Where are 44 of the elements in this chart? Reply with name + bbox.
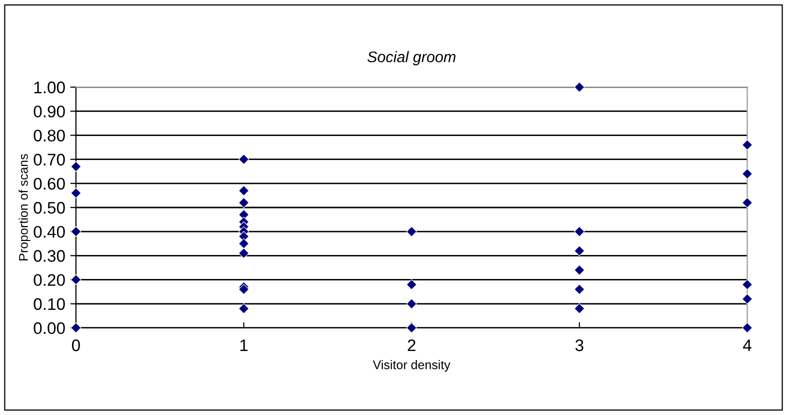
point: [574, 284, 585, 295]
point: [742, 279, 753, 290]
y-axis-title: Proportion of scans: [18, 154, 30, 260]
y-tick-label: 0.10: [34, 298, 65, 310]
point: [574, 264, 585, 276]
point: [406, 279, 417, 290]
point: [742, 140, 753, 150]
point: [238, 154, 250, 165]
y-tick-label: 0.60: [34, 178, 65, 190]
y-tick-label: 1.00: [34, 82, 65, 94]
point: [742, 168, 753, 180]
point: [70, 161, 82, 172]
x-tick-label: 3: [575, 339, 584, 352]
y-tick-label: 0.50: [34, 202, 65, 214]
point: [574, 226, 585, 237]
point: [238, 185, 250, 196]
point: [406, 226, 417, 237]
y-tick-label: 0.80: [34, 130, 65, 142]
point: [238, 303, 250, 314]
x-tick-label: 4: [743, 340, 752, 352]
x-axis-title: Visitor density: [372, 360, 450, 372]
point: [574, 303, 585, 314]
y-tick-label: 0.70: [34, 154, 65, 166]
y-tick-label: 0.30: [34, 250, 65, 262]
x-tick-label: 1: [240, 340, 248, 352]
point: [406, 298, 417, 310]
chart-title: Social groom: [367, 51, 456, 66]
point: [574, 82, 585, 92]
point: [238, 248, 250, 259]
x-tick-label: 0: [72, 339, 80, 352]
x-tick-label: 2: [408, 339, 416, 352]
y-tick-label: 0.90: [34, 106, 65, 118]
y-tick-label: 0.40: [34, 226, 65, 238]
point: [70, 188, 82, 198]
point: [574, 246, 585, 256]
point: [406, 322, 417, 334]
point: [238, 197, 250, 208]
point: [238, 238, 250, 249]
point: [238, 284, 250, 295]
y-tick-label: 0.20: [34, 274, 65, 286]
point: [742, 197, 753, 208]
y-tick-label: 0.00: [34, 322, 65, 334]
point: [742, 294, 753, 304]
point: [742, 322, 753, 334]
